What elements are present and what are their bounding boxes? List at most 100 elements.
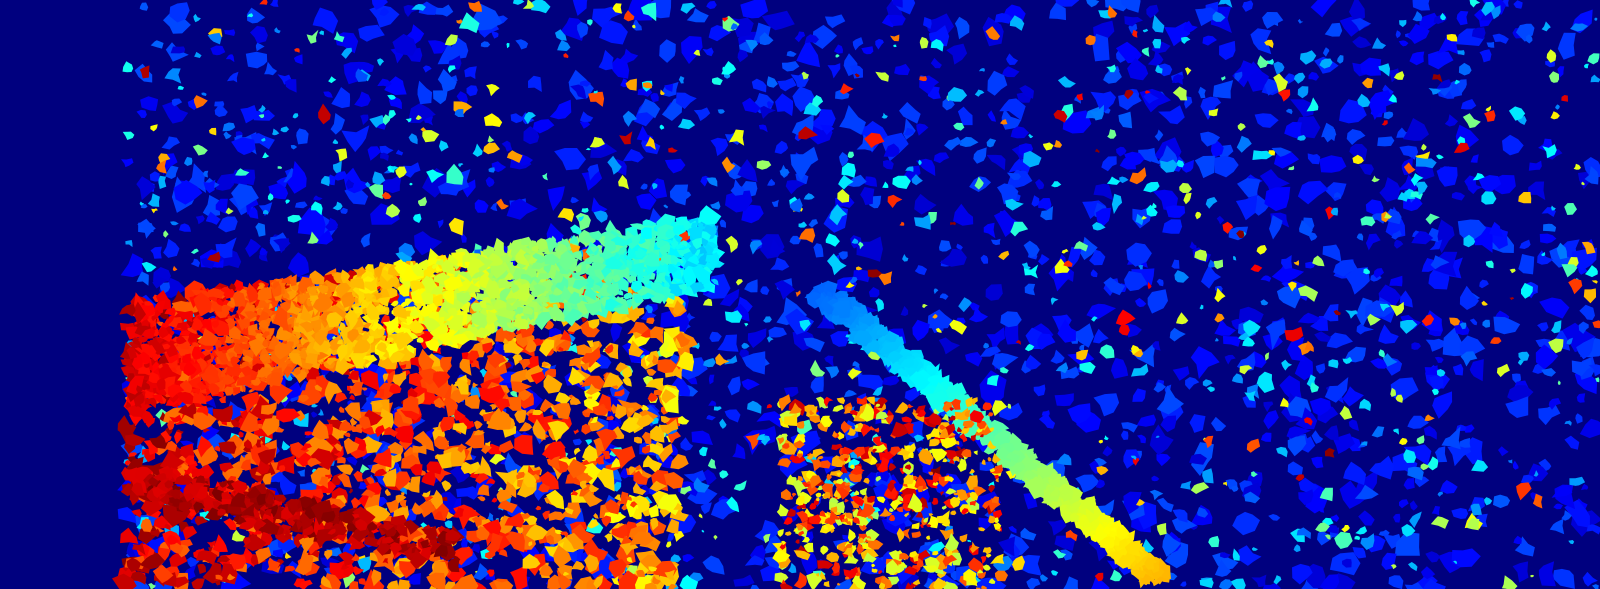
texture-blob xyxy=(572,438,582,446)
near-surface-blob xyxy=(544,319,554,330)
speckle-blob xyxy=(290,145,298,150)
speckle-blob xyxy=(1244,491,1261,504)
near-surface-blob xyxy=(491,497,498,503)
near-surface-blob xyxy=(510,381,532,393)
texture-blob xyxy=(1123,449,1141,469)
speckle-blob xyxy=(1286,108,1293,115)
band-blob xyxy=(293,366,301,376)
texture-blob xyxy=(680,437,694,451)
texture-blob xyxy=(702,273,731,299)
near-surface-blob xyxy=(518,359,531,370)
near-surface-blob xyxy=(299,579,313,589)
near-surface-blob xyxy=(579,362,590,371)
texture-blob xyxy=(1120,0,1141,13)
band-blob xyxy=(687,226,704,241)
texture-blob xyxy=(1037,333,1056,350)
texture-blob xyxy=(1447,443,1471,467)
texture-blob xyxy=(914,265,928,276)
texture-blob xyxy=(965,352,983,367)
speckle-blob xyxy=(1231,373,1243,384)
texture-blob xyxy=(1399,145,1419,160)
speckle-blob xyxy=(1432,74,1443,83)
near-surface-blob xyxy=(552,403,571,420)
texture-blob xyxy=(767,101,774,109)
speckle-blob xyxy=(1246,438,1261,453)
speckle-blob xyxy=(1063,260,1073,267)
speckle-blob xyxy=(733,480,747,491)
texture-blob xyxy=(812,24,837,49)
speckle-blob xyxy=(1231,485,1239,492)
texture-blob xyxy=(686,312,696,322)
near-surface-blob xyxy=(560,329,572,342)
texture-blob xyxy=(750,584,760,589)
near-surface-blob xyxy=(546,534,555,545)
texture-blob xyxy=(406,573,421,585)
texture-blob xyxy=(1075,474,1100,493)
band-blob xyxy=(175,310,193,323)
speckle-blob xyxy=(581,317,587,323)
speckle-blob xyxy=(272,128,280,136)
texture-blob xyxy=(149,171,160,182)
speckle-blob xyxy=(1079,361,1096,374)
texture-blob xyxy=(709,331,722,342)
texture-blob xyxy=(1010,126,1029,139)
speckle-blob xyxy=(1040,574,1049,582)
speckle-blob xyxy=(1266,58,1274,65)
texture-blob xyxy=(225,54,235,63)
speckle-blob xyxy=(1094,572,1104,582)
speckle-blob xyxy=(798,221,808,228)
speckle-blob xyxy=(660,89,665,95)
band-blob xyxy=(176,335,187,345)
texture-blob xyxy=(1535,344,1559,370)
speckle-blob xyxy=(1541,368,1556,377)
texture-blob xyxy=(1222,335,1241,347)
band-blob xyxy=(683,251,694,262)
texture-blob xyxy=(547,186,565,211)
texture-blob xyxy=(1369,90,1396,120)
speckle-blob xyxy=(919,76,927,82)
texture-blob xyxy=(1444,114,1458,127)
texture-blob xyxy=(1055,0,1080,7)
band-blob xyxy=(657,272,667,284)
texture-blob xyxy=(1397,174,1421,191)
speckle-blob xyxy=(1595,377,1600,383)
speckle-blob xyxy=(1000,367,1009,374)
texture-blob xyxy=(953,203,974,226)
texture-blob xyxy=(667,532,674,542)
speckle-blob xyxy=(715,353,730,366)
near-surface-blob xyxy=(197,564,206,574)
texture-blob xyxy=(1333,192,1342,199)
speckle-blob xyxy=(1425,213,1440,225)
speckle-blob xyxy=(420,522,428,530)
near-surface-blob xyxy=(384,426,398,438)
speckle-blob xyxy=(1279,397,1289,408)
speckle-blob xyxy=(1103,435,1109,441)
texture-blob xyxy=(861,46,874,55)
near-surface-blob xyxy=(497,498,518,514)
speckle-blob xyxy=(368,184,384,199)
texture-blob xyxy=(518,154,533,166)
near-surface-blob xyxy=(477,484,490,497)
texture-blob xyxy=(1579,418,1600,439)
band-blob xyxy=(527,254,538,264)
near-surface-blob xyxy=(502,337,509,345)
speckle-blob xyxy=(405,117,412,123)
texture-blob xyxy=(136,109,147,118)
texture-blob xyxy=(1101,156,1117,172)
texture-blob xyxy=(358,482,368,490)
texture-blob xyxy=(1092,33,1110,62)
disparity-blobs xyxy=(112,0,1600,589)
texture-blob xyxy=(1403,444,1432,466)
speckle-blob xyxy=(1232,548,1240,561)
speckle-blob xyxy=(483,142,500,155)
near-surface-blob xyxy=(373,447,392,468)
texture-blob xyxy=(173,179,203,205)
speckle-blob xyxy=(1107,129,1117,139)
texture-blob xyxy=(200,257,215,269)
band-blob xyxy=(219,288,235,299)
speckle-blob xyxy=(1214,337,1219,342)
band-blob xyxy=(410,261,414,268)
near-surface-blob xyxy=(472,382,479,389)
near-surface-blob xyxy=(160,430,172,443)
speckle-blob xyxy=(1330,207,1339,216)
